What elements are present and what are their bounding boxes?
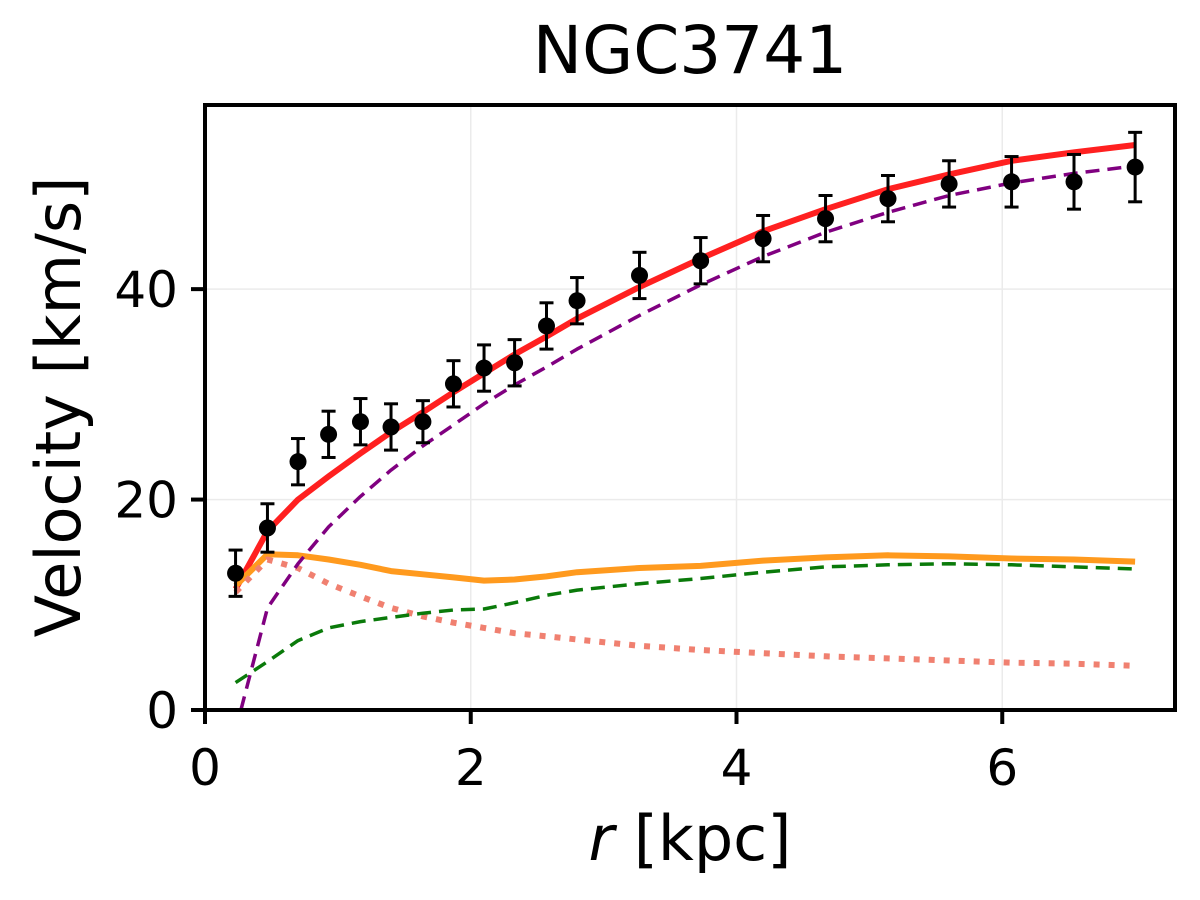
observed-point xyxy=(444,375,462,393)
y-tick-label: 20 xyxy=(114,472,178,530)
observed-point xyxy=(754,230,772,248)
observed-point xyxy=(631,266,649,284)
series-lines xyxy=(232,142,1136,711)
x-axis-ticks: 0 2 4 6 xyxy=(189,710,1018,797)
observed-point xyxy=(351,413,369,431)
observed-point xyxy=(940,175,958,193)
observed-point xyxy=(320,425,338,443)
y-axis-ticks: 0 20 40 xyxy=(114,261,205,740)
y-tick-label: 40 xyxy=(114,261,178,319)
plot-frame xyxy=(203,103,1177,712)
x-axis-variable: r xyxy=(589,802,618,875)
y-axis-label: Velocity [km/s] xyxy=(22,177,95,638)
observed-point xyxy=(289,453,307,471)
observed-point xyxy=(568,292,586,310)
observed-point xyxy=(227,564,245,582)
x-tick-label: 6 xyxy=(986,739,1018,797)
observed-point xyxy=(1126,158,1144,176)
x-tick-label: 4 xyxy=(721,739,753,797)
observed-point xyxy=(692,252,710,270)
series-baryonic-line xyxy=(234,561,1136,685)
x-axis-label: r [kpc] xyxy=(589,802,792,875)
chart-title: NGC3741 xyxy=(533,12,848,89)
x-tick-label: 0 xyxy=(189,739,221,797)
observed-point xyxy=(258,519,276,537)
y-tick-label: 0 xyxy=(146,682,178,740)
series-disk-line xyxy=(233,556,1136,669)
observed-point xyxy=(879,190,897,208)
observed-point xyxy=(537,317,555,335)
series-total-line xyxy=(232,142,1136,591)
observed-point xyxy=(817,210,835,228)
observed-point xyxy=(475,359,493,377)
series-halo-line xyxy=(239,164,1136,711)
observed-point xyxy=(1065,173,1083,191)
observed-point xyxy=(414,413,432,431)
observed-point xyxy=(506,354,524,372)
observed-points xyxy=(227,130,1144,598)
grid-lines xyxy=(204,105,1175,711)
series-gas-line xyxy=(233,551,1136,588)
x-tick-label: 2 xyxy=(455,739,487,797)
x-axis-unit: [kpc] xyxy=(634,802,792,875)
observed-point xyxy=(1003,173,1021,191)
observed-point xyxy=(382,418,400,436)
